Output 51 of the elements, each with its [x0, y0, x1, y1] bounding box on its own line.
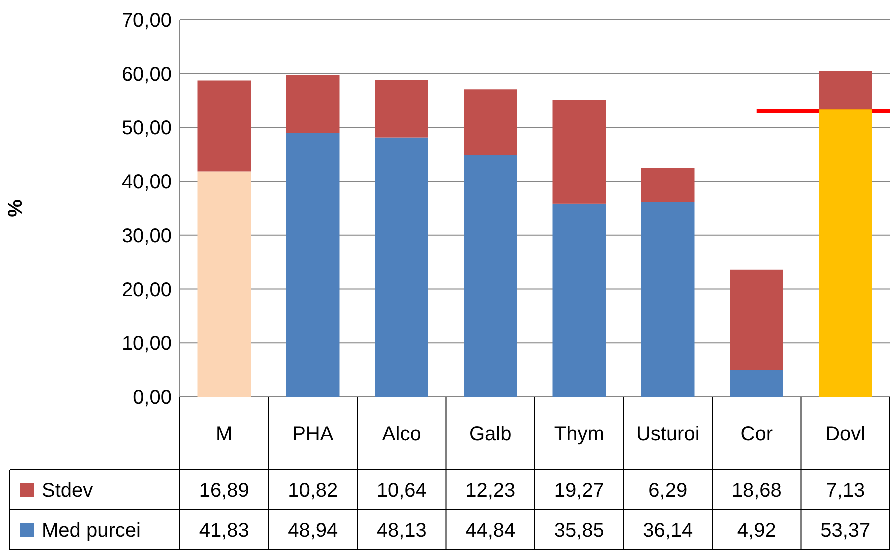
data-label: 48,13: [376, 520, 427, 542]
data-label: 36,14: [643, 520, 694, 542]
x-tick-label: Usturoi: [636, 424, 700, 446]
bar: [642, 168, 695, 202]
y-axis-title: %: [5, 199, 27, 218]
data-label: 7,13: [826, 480, 866, 502]
bar: [464, 90, 518, 156]
x-tick-label: Cor: [740, 424, 774, 446]
bar: [286, 133, 340, 397]
bar: [730, 270, 784, 370]
y-tick-label: 10,00: [122, 333, 172, 356]
y-tick-label: 30,00: [122, 225, 172, 248]
bar: [464, 156, 518, 397]
bar: [819, 110, 872, 397]
legend-label: Stdev: [42, 480, 94, 502]
x-tick-label: Alco: [382, 424, 422, 446]
bar: [730, 370, 784, 397]
bar: [198, 172, 251, 397]
data-label: 48,94: [288, 520, 338, 542]
bar: [552, 204, 606, 397]
bar: [198, 80, 251, 172]
y-tick-label: 0,00: [133, 387, 172, 409]
y-tick-label: 40,00: [122, 172, 172, 194]
x-tick-label: Galb: [470, 424, 512, 446]
y-tick-label: 20,00: [122, 279, 172, 302]
bar: [286, 75, 340, 134]
data-label: 10,82: [288, 480, 338, 502]
x-tick-label: Thym: [554, 424, 604, 446]
y-tick-label: 60,00: [122, 64, 172, 86]
data-label: 6,29: [648, 480, 688, 502]
y-tick-label: 70,00: [122, 10, 172, 32]
bar: [552, 100, 606, 204]
x-tick-label: PHA: [292, 424, 334, 446]
legend-label: Med purcei: [42, 520, 141, 542]
data-label: 10,64: [376, 480, 427, 502]
data-label: 12,23: [466, 480, 516, 502]
data-label: 16,89: [199, 480, 250, 502]
data-label: 35,85: [554, 520, 604, 542]
data-label: 4,92: [737, 520, 776, 542]
y-tick-label: 50,00: [122, 118, 172, 140]
x-tick-label: Dovl: [826, 424, 866, 446]
bar: [642, 202, 695, 397]
data-label: 53,37: [820, 520, 871, 542]
data-label: 18,68: [732, 480, 782, 502]
bar: [819, 71, 872, 110]
data-label: 41,83: [199, 520, 250, 542]
bar: [375, 138, 428, 397]
x-tick-label: M: [216, 424, 233, 446]
bar: [375, 80, 428, 138]
data-label: 19,27: [554, 480, 604, 502]
data-label: 44,84: [466, 520, 516, 542]
